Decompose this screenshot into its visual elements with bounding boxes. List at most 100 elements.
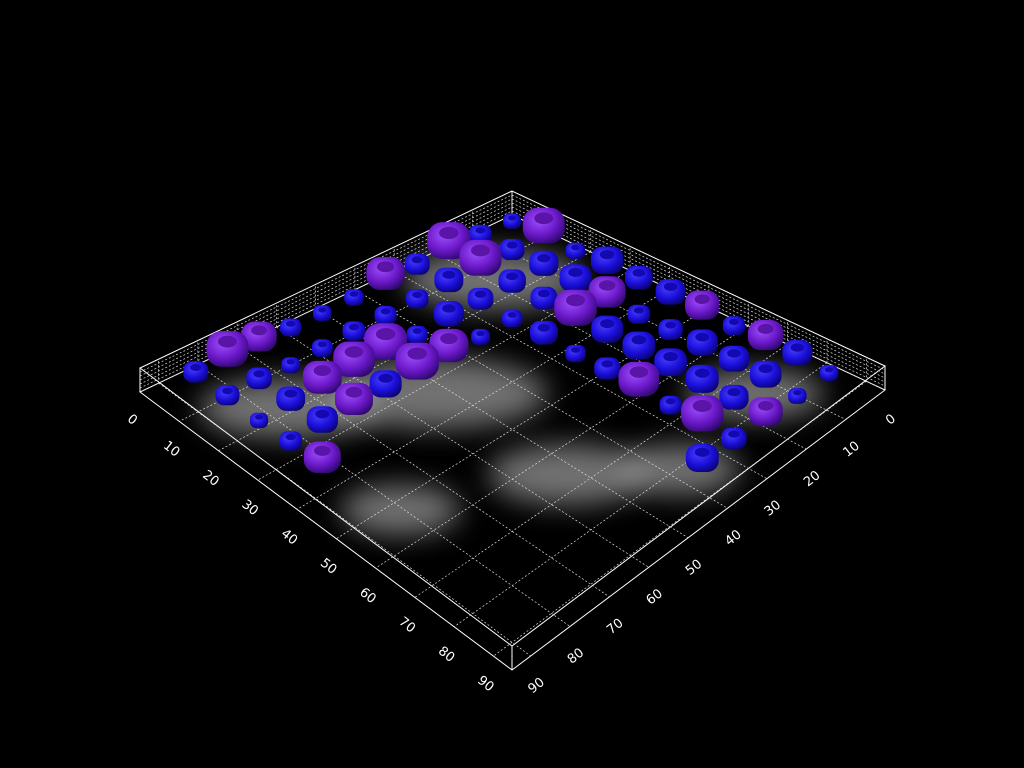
left-axis-tick-label: 70 [396,614,418,636]
glyph [681,395,724,432]
glyph-body [685,364,719,393]
grid-line [158,382,531,657]
glyph-body [627,304,651,324]
glyph-top [757,323,774,334]
glyph-body [554,289,597,326]
left-axis-tick-label: 30 [239,497,261,519]
glyph-body [681,395,724,432]
glyph-top [442,270,456,279]
wall-grid [139,198,886,377]
glyph [788,388,807,404]
glyph-body [215,384,240,406]
glyph [654,348,687,377]
glyph-body [206,331,249,367]
grid-line [493,380,867,657]
glyph-body [591,315,624,343]
glow [488,444,649,505]
glyph-top [253,370,265,378]
glyph-body [429,328,469,363]
glyph [342,321,366,341]
glyph-body [302,360,342,394]
glyph-body [369,370,402,398]
glyph [333,341,375,377]
glyph-body [559,264,592,292]
left-axis-tick-label: 10 [160,438,182,460]
glyph [250,412,269,429]
glyph-top [727,388,741,397]
glyph-body [590,246,624,275]
glyph-body [312,305,332,322]
glyph [622,331,656,360]
glyph [312,305,332,322]
glyph [404,253,430,275]
glyph [279,431,303,451]
glyph-body [281,357,301,374]
glyph-body [721,427,747,450]
grid-line [236,345,610,598]
right-axis-tick-label: 90 [526,675,548,697]
glyph [618,361,660,397]
glyph [183,361,209,383]
glyph-body [622,331,656,360]
glyph-top [475,227,486,234]
glyph [467,287,494,310]
glyph-top [694,368,710,378]
glyph [335,382,373,415]
glyph [433,300,464,327]
glyph-body [469,224,492,245]
glyph-top [442,304,456,313]
glyph-top [537,289,550,298]
glyph-body [366,257,405,290]
glyph-body [658,319,683,340]
glyph [721,427,747,450]
glyph [281,357,301,374]
glyph-top [314,445,331,456]
glyph-body [183,361,209,383]
glyph [719,384,749,410]
glyph-body [685,290,720,320]
glyph-body [276,386,306,411]
glyph-top [601,360,614,368]
glyph-body [748,397,783,427]
glyph-top [412,291,423,299]
glyph-body [241,321,277,352]
glyph-body [395,342,439,380]
glyph-top [629,366,649,378]
glyph-body [306,406,338,433]
glyph [311,339,333,357]
glyph-top [317,341,328,348]
left-axis-tick-label: 80 [435,644,457,666]
glyph [686,329,718,356]
glyph-top [534,212,554,225]
left-axis-tick-label: 90 [474,673,496,695]
glyph [503,213,522,229]
right-axis-tick-label: 10 [840,439,862,461]
glyph-top [471,244,490,257]
glyph-body [529,320,558,345]
glyph [276,386,306,411]
glyph [722,316,746,336]
glyph-body [659,395,682,415]
glyph-top [315,409,330,419]
glyph-body [279,431,303,451]
glyph-top [439,226,459,240]
glyph [501,309,523,328]
glyph-body [374,305,397,325]
glyph-top [254,414,264,420]
glyph [366,257,405,290]
glyph [565,344,586,363]
glyph-top [378,373,393,383]
glyph [405,289,429,309]
glyph-top [348,323,360,331]
glyph-top [407,347,428,360]
glyph [685,364,719,393]
glyph-top [665,321,677,329]
glyph [554,289,597,326]
glyph-body [655,279,686,305]
glyph-body [406,325,428,344]
glyph-top [600,319,615,329]
glyph-top [598,280,616,291]
glyph-body [344,289,364,306]
glyph-top [318,307,327,313]
